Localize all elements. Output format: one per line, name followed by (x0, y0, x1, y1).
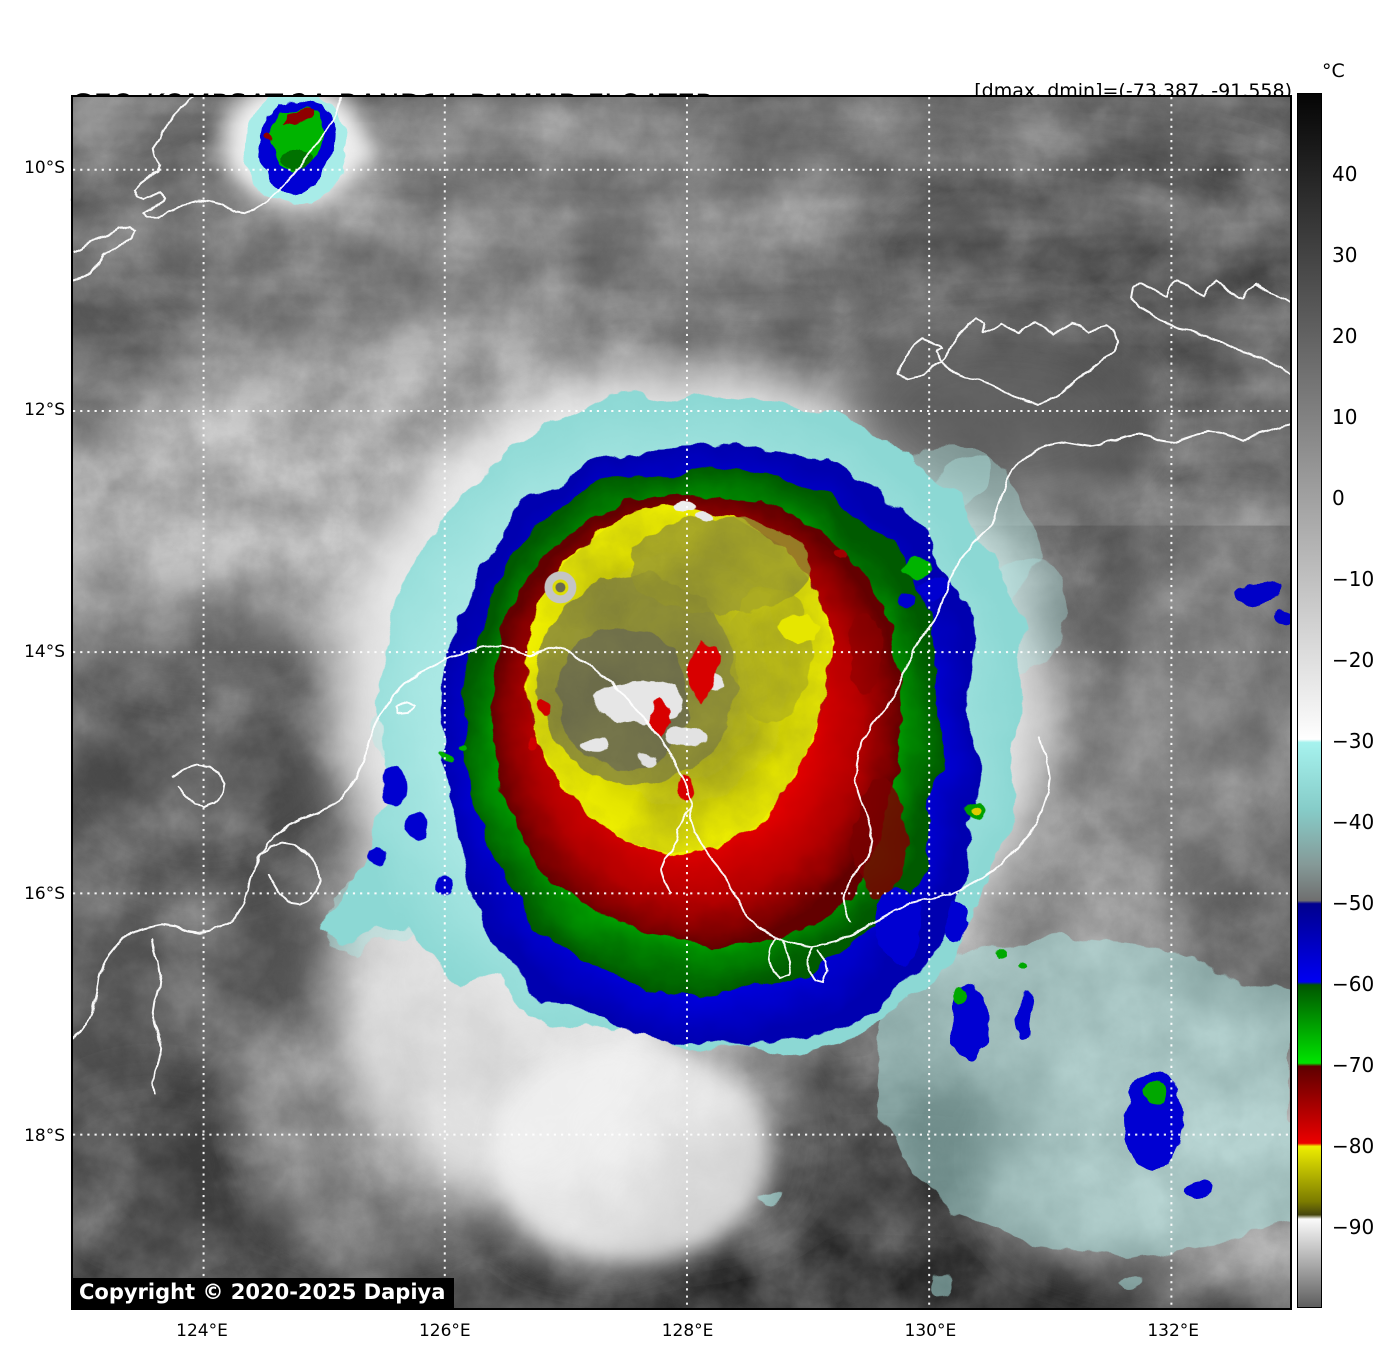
colorbar-tick-label: 40 (1332, 162, 1358, 186)
yellow-spot-in-red (779, 612, 819, 647)
maroon-patch (854, 779, 907, 900)
colorbar-tick-label: 30 (1332, 243, 1358, 267)
coastline-peninsula-hook (171, 763, 226, 808)
lat-tick-label: 16°S (24, 884, 65, 904)
coastline-estuary-loop (807, 945, 828, 984)
coastline-peninsula-hook (259, 841, 322, 906)
coastline-kimberley (73, 664, 437, 1039)
outer-convective-cells (876, 580, 1290, 1199)
lat-tick-label: 18°S (24, 1126, 65, 1146)
lon-tick-label: 130°E (904, 1321, 957, 1341)
lat-lon-grid (73, 97, 1290, 1308)
colorbar-tick-label: −50 (1332, 891, 1375, 915)
lon-tick-label: 132°E (1147, 1321, 1200, 1341)
coastline-top-end (919, 422, 1290, 640)
colorbar-tick-label: −90 (1332, 1215, 1375, 1239)
colorbar-tick-label: 0 (1332, 486, 1345, 510)
copyright-badge: Copyright © 2020-2025 Dapiya (73, 1278, 455, 1308)
coastline-rote-island (73, 224, 137, 282)
coastline-victoria-river (843, 637, 922, 923)
lon-tick-label: 124°E (176, 1321, 228, 1341)
coastline-cobourg (1129, 279, 1290, 376)
coastline-estuary-loop (660, 805, 693, 894)
coastlines (73, 97, 1290, 1095)
lat-tick-label: 10°S (24, 158, 65, 178)
colorbar-tick-label: −20 (1332, 648, 1375, 672)
lat-tick-label: 14°S (24, 642, 65, 662)
colorbar-tick-label: −60 (1332, 972, 1375, 996)
satellite-map-canvas: Copyright © 2020-2025 Dapiya (71, 95, 1292, 1310)
core-red-streaks (528, 639, 717, 802)
colorbar-tick-label: −40 (1332, 810, 1375, 834)
lat-tick-label: 12°S (24, 400, 65, 420)
colorbar-tick-label: −80 (1332, 1134, 1375, 1158)
colorbar-tick-label: −70 (1332, 1053, 1375, 1077)
lon-tick-label: 126°E (418, 1321, 471, 1341)
maroon-patch (847, 615, 884, 696)
coastline-joseph-bonaparte-gulf (434, 644, 1051, 948)
colorbar-tick-label: −10 (1332, 567, 1375, 591)
colorbar-tick-label: 10 (1332, 405, 1358, 429)
colorbar-unit-label: °C (1322, 60, 1345, 82)
coastline-islet (394, 701, 415, 715)
colorbar-tick-label: 20 (1332, 324, 1358, 348)
southwest-blue-specks (370, 742, 468, 895)
core-gray-donut (544, 571, 577, 604)
temperature-colorbar (1297, 93, 1322, 1308)
coastline-estuary-loop (767, 935, 792, 980)
colorbar-tick-label: −30 (1332, 729, 1375, 753)
satellite-image (73, 97, 1290, 1308)
coastline-dampier-west (150, 939, 162, 1095)
lon-tick-label: 128°E (661, 1321, 714, 1341)
coastline-melville-island (898, 316, 1120, 405)
